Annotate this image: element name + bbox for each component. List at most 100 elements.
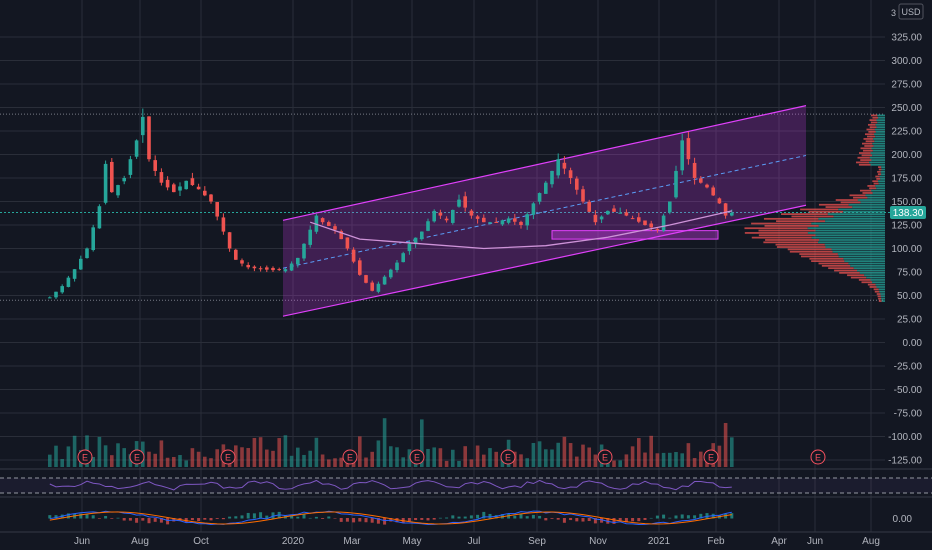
volume-bar: [190, 448, 195, 467]
candle-body: [110, 161, 114, 193]
macd-histogram-bar: [358, 518, 362, 522]
volume-profile-buy: [870, 152, 885, 154]
candle-body: [593, 214, 598, 223]
volume-profile-sell: [867, 135, 876, 138]
earnings-circle: [129, 449, 145, 465]
volume-profile-sell: [877, 173, 882, 176]
volume-bar: [376, 440, 381, 467]
volume-profile-buy: [818, 217, 885, 220]
candle-body: [283, 269, 288, 272]
earnings-marker[interactable]: E: [500, 449, 516, 465]
macd-histogram-bar: [246, 512, 250, 519]
candle-body: [469, 210, 474, 216]
candle-body: [252, 266, 257, 269]
volume-bar: [544, 449, 548, 467]
earnings-marker[interactable]: E: [342, 449, 358, 465]
macd-histogram-bar: [128, 518, 132, 521]
y-tick-label: -100.00: [888, 432, 922, 443]
macd-histogram-bar: [159, 518, 163, 523]
macd-histogram-bar: [686, 515, 690, 519]
y-tick-label: 75.00: [897, 268, 922, 279]
macd-histogram-bar: [569, 518, 573, 521]
currency-button[interactable]: [898, 3, 924, 20]
macd-histogram-bar: [519, 513, 523, 519]
volume-profile-buy: [848, 203, 885, 206]
y-tick-label: -75.00: [894, 409, 923, 420]
volume-bar: [699, 451, 703, 467]
volume-profile-buy: [880, 293, 885, 295]
macd-histogram-bar: [556, 518, 560, 520]
candle-body: [97, 206, 102, 229]
earnings-marker[interactable]: E: [409, 449, 425, 465]
volume-profile-buy: [831, 248, 885, 251]
x-tick-label: Apr: [771, 536, 787, 547]
volume-profile-buy: [859, 272, 885, 274]
earnings-marker[interactable]: E: [220, 449, 236, 465]
volume-profile-sell: [835, 199, 858, 201]
y-tick-label: 275.00: [891, 80, 922, 91]
candle-body: [407, 243, 412, 252]
volume-bar: [692, 458, 697, 467]
candle-body: [153, 160, 157, 171]
macd-histogram-bar: [680, 514, 684, 519]
volume-profile-sell: [775, 243, 825, 246]
volume-profile-buy: [815, 229, 885, 232]
volume-bar: [395, 447, 399, 467]
volume-profile-sell: [859, 189, 872, 192]
volume-profile-sell: [876, 293, 881, 295]
rsi-line: [49, 479, 732, 491]
volume-profile-sell: [861, 154, 873, 157]
volume-profile-buy: [811, 222, 885, 225]
volume-profile-sell: [865, 140, 875, 143]
volume-profile-buy: [876, 187, 885, 190]
candle-body: [649, 223, 653, 228]
volume-profile-buy: [865, 194, 885, 197]
macd-histogram-bar: [339, 518, 343, 522]
volume-bar: [550, 449, 554, 467]
earnings-letter: E: [414, 453, 420, 463]
volume-profile-buy: [848, 262, 885, 265]
candle-body: [376, 283, 381, 292]
macd-histogram-bar: [699, 513, 703, 519]
candle-body: [506, 218, 511, 223]
volume-profile-sell: [877, 170, 881, 173]
volume-profile-sell: [828, 267, 854, 270]
volume-profile-buy: [873, 145, 885, 147]
macd-histogram-bar: [209, 518, 213, 521]
volume-bar: [60, 459, 64, 467]
volume-profile-sell: [808, 210, 844, 213]
candle-body: [513, 218, 517, 222]
candle-body: [413, 237, 418, 245]
candle-body: [618, 212, 622, 214]
earnings-marker[interactable]: E: [129, 449, 145, 465]
earnings-marker[interactable]: E: [597, 449, 613, 465]
volume-bar: [494, 451, 498, 467]
volume-bar: [482, 454, 486, 467]
earnings-marker[interactable]: E: [810, 449, 826, 465]
volume-profile-buy: [811, 236, 885, 239]
volume-profile-buy: [872, 149, 885, 152]
earnings-marker[interactable]: E: [77, 449, 93, 465]
macd-histogram-bar: [48, 515, 52, 519]
volume-bar: [717, 445, 722, 467]
candle-body: [165, 179, 170, 188]
candle-body: [444, 218, 449, 221]
volume-bar: [438, 448, 443, 467]
candle-body: [420, 231, 424, 240]
macd-histogram-bar: [327, 516, 331, 519]
volume-bar: [674, 452, 678, 467]
volume-profile-buy: [872, 142, 885, 145]
x-tick-label: 2020: [282, 536, 305, 547]
volume-profile-sell: [873, 288, 879, 291]
macd-histogram-bar: [141, 518, 145, 521]
earnings-marker[interactable]: E: [703, 449, 719, 465]
volume-bar: [358, 436, 362, 467]
volume-profile-buy: [838, 208, 885, 211]
candle-body: [203, 190, 207, 196]
volume-profile-buy: [870, 279, 885, 281]
candle-body: [141, 116, 145, 136]
volume-profile-buy: [850, 264, 885, 267]
candle-body: [686, 138, 691, 160]
